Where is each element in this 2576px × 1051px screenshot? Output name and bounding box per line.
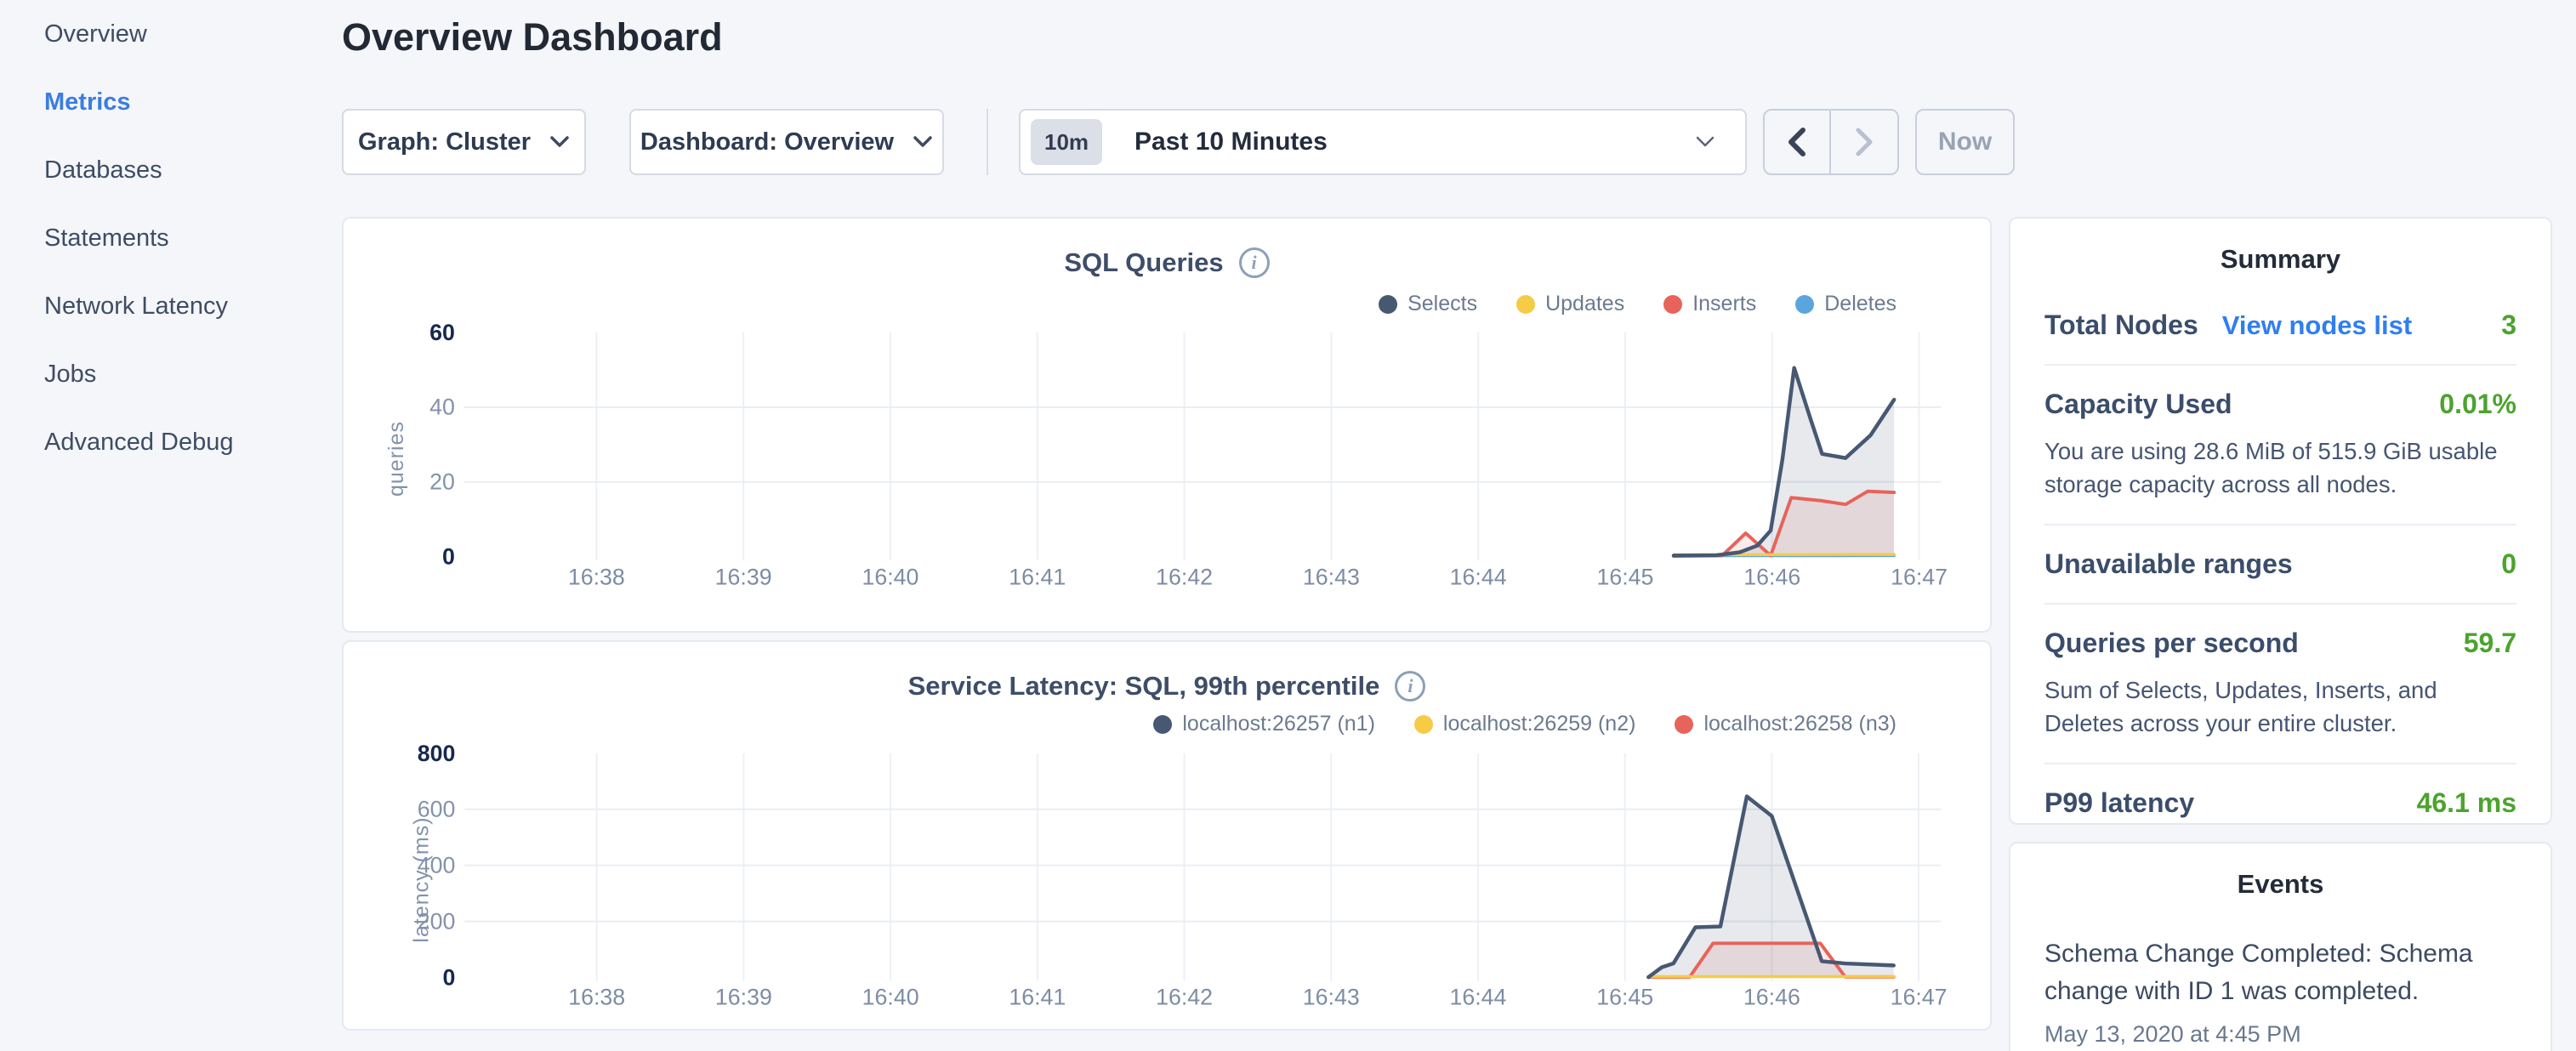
summary-row-p99-latency: P99 latency 46.1 ms: [2044, 764, 2516, 842]
x-axis-tick-label: 16:43: [1303, 564, 1360, 589]
time-range-dropdown[interactable]: 10m Past 10 Minutes: [1019, 109, 1747, 175]
chevron-down-icon: [913, 135, 933, 149]
dashboard-select-label: Dashboard: Overview: [640, 128, 894, 156]
main-content: Overview Dashboard Graph: Cluster Dashbo…: [342, 0, 2576, 1051]
chevron-right-icon: [1851, 125, 1877, 159]
y-axis-tick-label: 400: [418, 853, 456, 878]
page-title: Overview Dashboard: [342, 15, 723, 60]
sidebar-item-network-latency[interactable]: Network Latency: [0, 284, 342, 352]
x-axis-tick-label: 16:40: [862, 564, 918, 589]
sidebar: Overview Metrics Databases Statements Ne…: [0, 0, 342, 1051]
time-step-forward-button[interactable]: [1831, 111, 1897, 173]
stat-label: Unavailable ranges: [2044, 548, 2293, 580]
event-list-item[interactable]: Schema Change Completed: Schema change w…: [2044, 912, 2516, 1048]
summary-row-total-nodes: Total Nodes View nodes list 3: [2044, 287, 2516, 366]
stat-value: 0: [2501, 548, 2516, 580]
y-axis-tick-label: 40: [429, 395, 455, 420]
events-panel: Events Schema Change Completed: Schema c…: [2009, 842, 2552, 1051]
x-axis-tick-label: 16:47: [1891, 984, 1948, 1009]
chevron-down-icon: [549, 135, 570, 149]
dashboard-select-dropdown[interactable]: Dashboard: Overview: [629, 109, 944, 175]
y-axis-tick-label: 20: [429, 469, 455, 495]
sidebar-item-databases[interactable]: Databases: [0, 148, 342, 216]
dashboard-controls: Graph: Cluster Dashboard: Overview 10m P…: [342, 109, 2043, 175]
sidebar-item-statements[interactable]: Statements: [0, 216, 342, 284]
x-axis-tick-label: 16:45: [1596, 564, 1653, 589]
time-step-buttons: [1763, 109, 1899, 175]
x-axis-tick-label: 16:38: [568, 984, 625, 1009]
summary-row-capacity-used: Capacity Used 0.01% You are using 28.6 M…: [2044, 366, 2516, 526]
summary-panel: Summary Total Nodes View nodes list 3 Ca…: [2009, 217, 2552, 825]
stat-value: 3: [2501, 310, 2516, 341]
y-axis-tick-label: 60: [429, 320, 455, 345]
y-axis-tick-label: 0: [442, 544, 455, 570]
x-axis-tick-label: 16:43: [1303, 984, 1360, 1009]
x-axis-tick-label: 16:39: [715, 984, 772, 1009]
stat-label: Capacity Used: [2044, 389, 2232, 420]
service-latency-chart-card: Service Latency: SQL, 99th percentile i …: [342, 640, 1992, 1031]
event-text: Schema Change Completed: Schema change w…: [2044, 935, 2516, 1009]
x-axis-tick-label: 16:42: [1156, 564, 1213, 589]
x-axis-tick-label: 16:44: [1449, 984, 1506, 1009]
x-axis-tick-label: 16:38: [568, 564, 625, 589]
stat-label: Total Nodes: [2044, 310, 2198, 341]
stat-description: You are using 28.6 MiB of 515.9 GiB usab…: [2044, 435, 2516, 501]
service-latency-plot-area[interactable]: 16:38 16:39 16:40 16:41 16:42 16:43 16:44 16:45…: [344, 642, 1990, 1029]
y-axis-tick-label: 600: [418, 797, 456, 822]
time-step-back-button[interactable]: [1765, 111, 1831, 173]
stat-value: 46.1 ms: [2417, 787, 2516, 819]
chart-canvas[interactable]: 16:38 16:39 16:40 16:41 16:42 16:43 16:44 16:45…: [344, 219, 1990, 631]
x-axis-tick-label: 16:42: [1156, 984, 1213, 1009]
stat-label: P99 latency: [2044, 787, 2194, 819]
stat-value: 0.01%: [2439, 389, 2516, 420]
summary-row-unavailable-ranges: Unavailable ranges 0: [2044, 526, 2516, 605]
x-axis-tick-label: 16:47: [1891, 564, 1948, 589]
x-axis-tick-label: 16:44: [1450, 564, 1507, 589]
sql-queries-plot-area[interactable]: 16:38 16:39 16:40 16:41 16:42 16:43 16:44 16:45…: [344, 219, 1990, 631]
stat-value: 59.7: [2464, 628, 2516, 659]
controls-divider: [987, 109, 988, 175]
y-axis-tick-label: 200: [418, 909, 456, 935]
chevron-down-icon: [1694, 134, 1716, 150]
x-axis-tick-label: 16:41: [1009, 564, 1066, 589]
summary-row-queries-per-second: Queries per second 59.7 Sum of Selects, …: [2044, 605, 2516, 764]
x-axis-tick-label: 16:39: [715, 564, 772, 589]
y-axis-tick-label: 800: [418, 741, 456, 766]
y-axis-tick-label: 0: [442, 964, 455, 990]
time-range-badge: 10m: [1031, 119, 1102, 165]
series-area-fill: [1674, 368, 1894, 557]
graph-scope-dropdown[interactable]: Graph: Cluster: [342, 109, 586, 175]
time-range-label: Past 10 Minutes: [1134, 128, 1675, 156]
x-axis-tick-label: 16:40: [862, 984, 919, 1009]
x-axis-tick-label: 16:46: [1743, 984, 1800, 1009]
sql-queries-chart-card: SQL Queries i Selects Updates Inserts De…: [342, 217, 1992, 633]
chart-canvas[interactable]: 16:38 16:39 16:40 16:41 16:42 16:43 16:44 16:45…: [344, 642, 1990, 1029]
graph-scope-label: Graph: Cluster: [358, 128, 531, 156]
view-nodes-list-link[interactable]: View nodes list: [2222, 310, 2412, 341]
event-timestamp: May 13, 2020 at 4:45 PM: [2044, 1021, 2516, 1048]
series-area-fill: [1648, 797, 1893, 978]
sidebar-item-jobs[interactable]: Jobs: [0, 352, 342, 420]
stat-description: Sum of Selects, Updates, Inserts, and De…: [2044, 674, 2516, 740]
x-axis-tick-label: 16:45: [1596, 984, 1653, 1009]
sidebar-item-metrics[interactable]: Metrics: [0, 80, 342, 148]
chevron-left-icon: [1784, 125, 1810, 159]
sidebar-item-overview[interactable]: Overview: [0, 12, 342, 80]
stat-label: Queries per second: [2044, 628, 2299, 659]
events-title: Events: [2044, 869, 2516, 912]
sidebar-item-advanced-debug[interactable]: Advanced Debug: [0, 420, 342, 488]
x-axis-tick-label: 16:41: [1009, 984, 1066, 1009]
x-axis-tick-label: 16:46: [1743, 564, 1800, 589]
now-button[interactable]: Now: [1915, 109, 2015, 175]
summary-title: Summary: [2044, 244, 2516, 287]
